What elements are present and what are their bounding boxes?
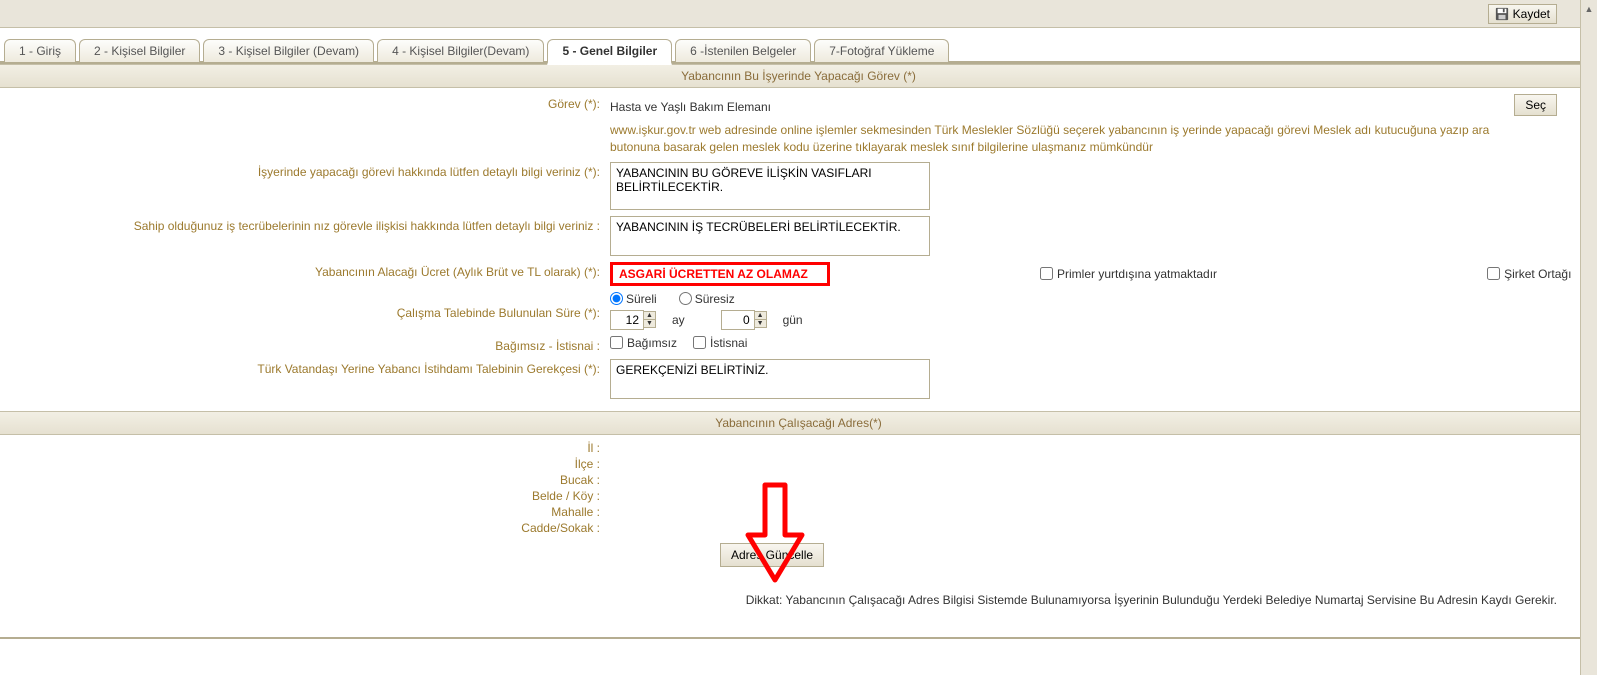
primler-label: Primler yurtdışına yatmaktadır: [1057, 267, 1217, 281]
ay-spinner-buttons[interactable]: ▲ ▼: [644, 311, 656, 328]
gorev-value: Hasta ve Yaşlı Bakım Elemanı: [610, 97, 771, 114]
sec-button[interactable]: Seç: [1514, 94, 1557, 116]
ay-up[interactable]: ▲: [644, 312, 655, 320]
form-adres-area: İl : İlçe : Bucak : Belde / Köy : Mahall…: [0, 435, 1597, 573]
adres-guncelle-button[interactable]: Adres Güncelle: [720, 543, 824, 567]
sure-gun-input[interactable]: [721, 310, 755, 330]
label-gorev: Görev (*):: [0, 94, 610, 111]
suresiz-label: Süresiz: [695, 292, 735, 306]
label-sure: Çalışma Talebinde Bulunulan Süre (*):: [0, 292, 610, 320]
help-text: www.işkur.gov.tr web adresinde online iş…: [610, 122, 1510, 156]
tab-bar: 1 - Giriş 2 - Kişisel Bilgiler 3 - Kişis…: [0, 28, 1597, 64]
gun-label: gün: [783, 313, 803, 327]
tecrube-textarea[interactable]: [610, 216, 930, 256]
gun-up[interactable]: ▲: [755, 312, 766, 320]
sureli-radio[interactable]: [610, 292, 623, 305]
warning-text: Dikkat: Yabancının Çalışacağı Adres Bilg…: [0, 573, 1597, 617]
label-bagimsiz: Bağımsız - İstisnai :: [0, 336, 610, 353]
tab-istenilen-belgeler[interactable]: 6 -İstenilen Belgeler: [675, 39, 811, 62]
detay-textarea[interactable]: [610, 162, 930, 210]
tab-giris[interactable]: 1 - Giriş: [4, 39, 76, 62]
save-icon: [1495, 7, 1509, 21]
istisnai-checkbox[interactable]: [693, 336, 706, 349]
tab-genel-bilgiler[interactable]: 5 - Genel Bilgiler: [547, 39, 672, 65]
ay-down[interactable]: ▼: [644, 320, 655, 327]
bagimsiz-checkbox[interactable]: [610, 336, 623, 349]
tab-fotograf-yukleme[interactable]: 7-Fotoğraf Yükleme: [814, 39, 949, 62]
bagimsiz-text: Bağımsız: [627, 336, 677, 350]
primler-checkbox[interactable]: [1040, 267, 1053, 280]
label-detay: İşyerinde yapacağı görevi hakkında lütfe…: [0, 162, 610, 179]
sureli-label: Süreli: [626, 292, 657, 306]
addr-bucak-label: Bucak :: [0, 473, 610, 487]
top-toolbar: Kaydet: [0, 0, 1597, 28]
sirket-ortagi-checkbox[interactable]: [1487, 267, 1500, 280]
section-header-adres: Yabancının Çalışacağı Adres(*): [0, 411, 1597, 435]
tab-kisisel-bilgiler-devam-1[interactable]: 3 - Kişisel Bilgiler (Devam): [203, 39, 374, 62]
section-header-gorev: Yabancının Bu İşyerinde Yapacağı Görev (…: [0, 64, 1597, 88]
label-ucret: Yabancının Alacağı Ücret (Aylık Brüt ve …: [0, 262, 610, 279]
addr-cadde-label: Cadde/Sokak :: [0, 521, 610, 535]
scroll-up-arrow[interactable]: ▲: [1585, 4, 1594, 14]
save-button-label: Kaydet: [1513, 7, 1550, 21]
gun-down[interactable]: ▼: [755, 320, 766, 327]
ay-label: ay: [672, 313, 685, 327]
tab-kisisel-bilgiler[interactable]: 2 - Kişisel Bilgiler: [79, 39, 200, 62]
vertical-scrollbar[interactable]: ▲: [1580, 0, 1597, 675]
gerekce-textarea[interactable]: [610, 359, 930, 399]
addr-belde-label: Belde / Köy :: [0, 489, 610, 503]
ucret-highlight: ASGARİ ÜCRETTEN AZ OLAMAZ: [610, 262, 830, 286]
addr-il-label: İl :: [0, 441, 610, 455]
label-gerekce: Türk Vatandaşı Yerine Yabancı İstihdamı …: [0, 359, 610, 376]
sirket-ortagi-label: Şirket Ortağı: [1504, 267, 1571, 281]
addr-ilce-label: İlçe :: [0, 457, 610, 471]
label-tecrube: Sahip olduğunuz iş tecrübelerinin nız gö…: [0, 216, 610, 233]
istisnai-text: İstisnai: [710, 336, 747, 350]
tab-kisisel-bilgiler-devam-2[interactable]: 4 - Kişisel Bilgiler(Devam): [377, 39, 544, 62]
suresiz-radio[interactable]: [679, 292, 692, 305]
save-button[interactable]: Kaydet: [1488, 4, 1557, 24]
bottom-border: [0, 637, 1597, 639]
form-gorev-area: Görev (*): Hasta ve Yaşlı Bakım Elemanı …: [0, 88, 1597, 411]
gun-spinner-buttons[interactable]: ▲ ▼: [755, 311, 767, 328]
label-empty: [0, 122, 610, 125]
sure-ay-input[interactable]: [610, 310, 644, 330]
addr-mahalle-label: Mahalle :: [0, 505, 610, 519]
